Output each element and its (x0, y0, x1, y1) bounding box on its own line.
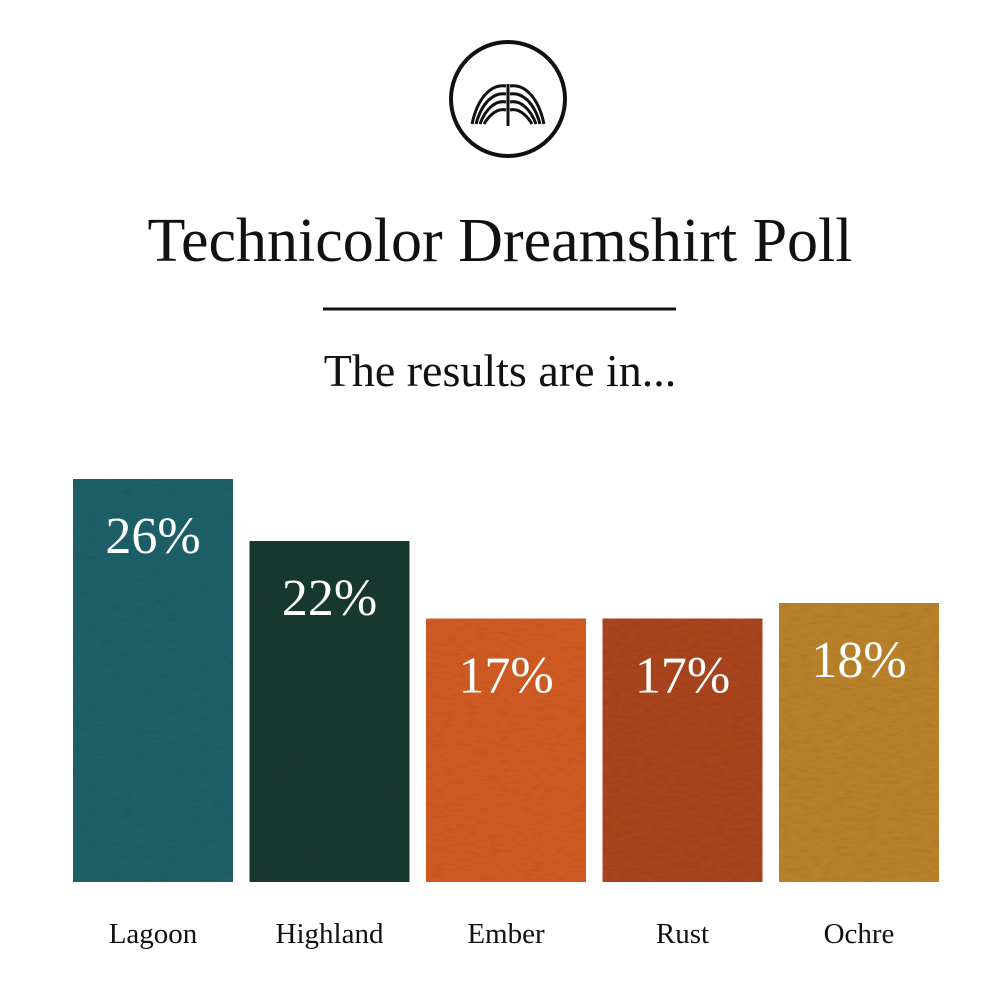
value-label: 18% (811, 632, 906, 689)
bar (779, 603, 939, 882)
category-label: Rust (656, 918, 709, 950)
bar (249, 541, 410, 882)
value-label: 17% (458, 648, 553, 705)
logo (449, 40, 567, 158)
value-label: 22% (282, 570, 377, 627)
value-label: 17% (635, 648, 730, 705)
category-label: Lagoon (109, 918, 198, 950)
category-label: Ochre (824, 918, 895, 950)
chart-title: Technicolor Dreamshirt Poll (147, 207, 852, 275)
bar (73, 479, 233, 882)
category-label: Highland (276, 918, 384, 950)
category-label: Ember (467, 918, 545, 950)
bar (426, 618, 586, 882)
value-label: 26% (105, 508, 200, 565)
chart-subtitle: The results are in... (324, 345, 677, 396)
bar (602, 618, 763, 882)
